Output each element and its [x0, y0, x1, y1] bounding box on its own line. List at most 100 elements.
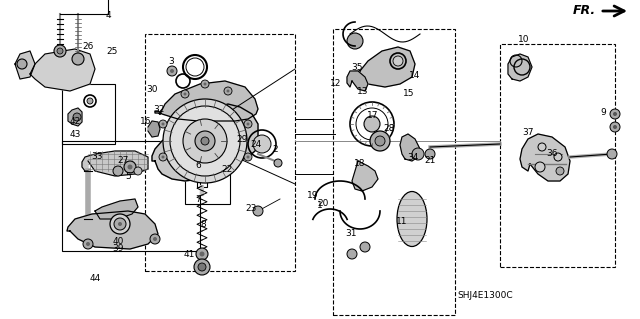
Circle shape [163, 99, 247, 183]
Circle shape [113, 166, 123, 176]
Circle shape [610, 109, 620, 119]
Circle shape [196, 248, 208, 260]
Circle shape [83, 239, 93, 249]
Circle shape [538, 143, 546, 151]
Polygon shape [347, 71, 368, 91]
Text: 20: 20 [317, 199, 329, 208]
Text: 27: 27 [117, 156, 129, 165]
Polygon shape [152, 104, 258, 181]
Text: 40: 40 [113, 237, 124, 246]
Bar [145, 34, 295, 271]
Circle shape [425, 149, 435, 159]
Text: 17: 17 [367, 111, 378, 120]
Text: 7: 7 [196, 195, 201, 204]
Circle shape [246, 155, 250, 159]
Text: 22: 22 [221, 165, 233, 174]
Circle shape [17, 59, 27, 69]
Polygon shape [68, 108, 82, 126]
Text: 15: 15 [403, 89, 414, 98]
Text: 5: 5 [125, 172, 131, 181]
Polygon shape [148, 121, 160, 137]
Circle shape [167, 66, 177, 76]
Polygon shape [82, 151, 148, 176]
Bar [62, 84, 115, 144]
Text: 16: 16 [140, 117, 152, 126]
Circle shape [364, 116, 380, 132]
Text: FR.: FR. [573, 4, 596, 18]
Text: 29: 29 [236, 135, 248, 144]
Text: 31: 31 [345, 229, 356, 238]
Text: 44: 44 [89, 274, 100, 283]
Circle shape [161, 122, 164, 125]
Circle shape [347, 33, 363, 49]
Circle shape [204, 83, 207, 85]
Bar [333, 29, 455, 315]
Text: 32: 32 [153, 105, 164, 114]
Polygon shape [95, 199, 138, 219]
Circle shape [201, 80, 209, 88]
Polygon shape [520, 134, 570, 181]
Circle shape [607, 149, 617, 159]
Circle shape [613, 112, 617, 116]
Circle shape [150, 234, 160, 244]
Circle shape [181, 90, 189, 98]
Circle shape [200, 251, 205, 256]
Circle shape [87, 98, 93, 104]
Circle shape [198, 263, 206, 271]
Bar [62, 141, 200, 251]
Text: 36: 36 [546, 149, 557, 158]
Polygon shape [352, 161, 378, 191]
Bar [197, 181, 207, 187]
Circle shape [253, 135, 271, 153]
Text: 30: 30 [147, 85, 158, 94]
Text: 35: 35 [351, 63, 363, 72]
Text: 18: 18 [354, 159, 365, 168]
Circle shape [201, 137, 209, 145]
Circle shape [556, 167, 564, 175]
Circle shape [370, 131, 390, 151]
Bar [500, 44, 615, 267]
Circle shape [535, 162, 545, 172]
Text: 14: 14 [409, 71, 420, 80]
Text: 11: 11 [396, 217, 408, 226]
Circle shape [57, 48, 63, 54]
Circle shape [246, 122, 250, 125]
Circle shape [244, 120, 252, 128]
Circle shape [274, 159, 282, 167]
Circle shape [134, 167, 142, 175]
Text: 26: 26 [83, 42, 94, 51]
Circle shape [72, 53, 84, 65]
Text: 43: 43 [70, 130, 81, 139]
Circle shape [159, 153, 167, 161]
Text: 9: 9 [600, 108, 605, 117]
Text: 34: 34 [407, 153, 419, 162]
Bar [185, 171, 230, 204]
Text: 41: 41 [183, 250, 195, 259]
Polygon shape [30, 49, 95, 91]
Circle shape [110, 214, 130, 234]
Text: 3: 3 [169, 57, 174, 66]
Circle shape [412, 148, 424, 160]
Text: 28: 28 [383, 124, 395, 133]
Circle shape [554, 153, 562, 161]
Circle shape [610, 122, 620, 132]
Circle shape [393, 56, 403, 66]
Circle shape [375, 136, 385, 146]
Text: 24: 24 [250, 140, 262, 149]
Ellipse shape [397, 191, 427, 247]
Polygon shape [355, 47, 415, 87]
Circle shape [184, 93, 186, 95]
Polygon shape [15, 51, 35, 79]
Circle shape [73, 113, 81, 121]
Text: 12: 12 [330, 79, 342, 88]
Circle shape [118, 222, 122, 226]
Circle shape [127, 165, 132, 169]
Text: 37: 37 [522, 128, 534, 137]
Circle shape [86, 242, 90, 246]
Text: 10: 10 [518, 35, 529, 44]
Polygon shape [155, 81, 258, 121]
Text: 19: 19 [307, 191, 318, 200]
Circle shape [183, 119, 227, 163]
Text: 25: 25 [106, 47, 118, 56]
Circle shape [194, 259, 210, 275]
